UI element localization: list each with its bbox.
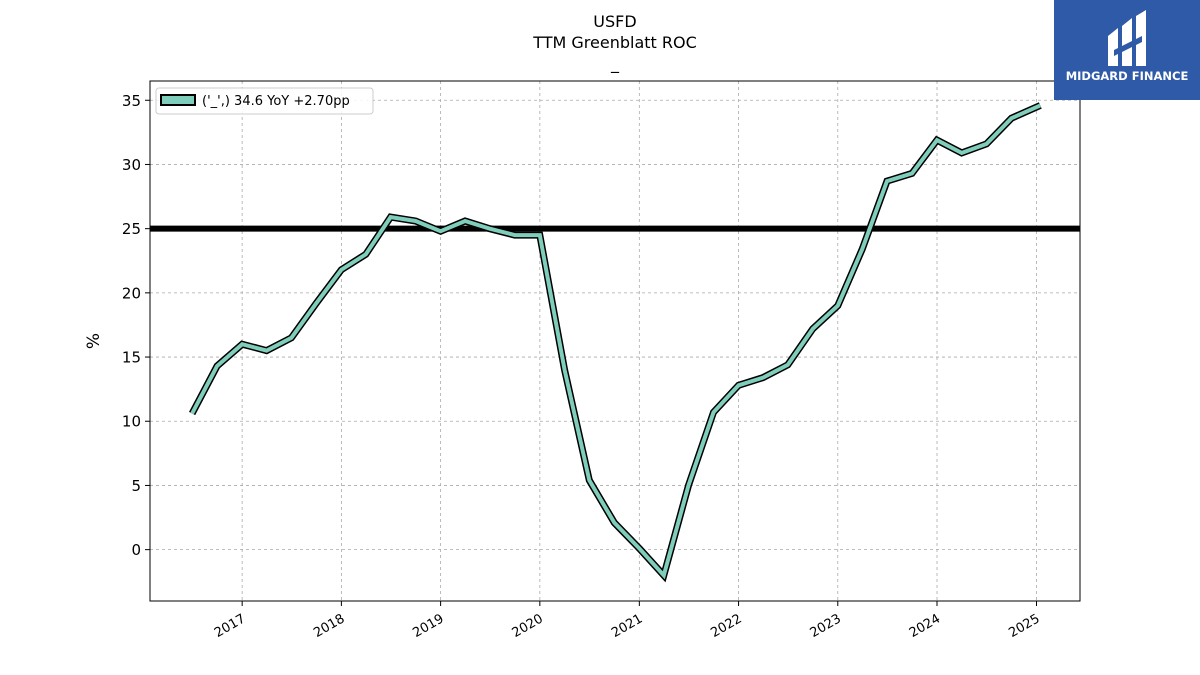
chart-title-ticker: USFD: [593, 12, 636, 31]
y-tick-label: 10: [122, 413, 141, 431]
legend-swatch: [160, 94, 196, 106]
y-tick-label: 0: [131, 541, 141, 559]
brand-logo-mark-icon: [1108, 10, 1146, 66]
x-axis: 2017 2018 2019 2020 2021 2022 2023 2024 2025: [212, 601, 1043, 641]
grid: [150, 81, 1080, 601]
x-tick-label: 2025: [1006, 611, 1042, 641]
x-tick-label: 2020: [510, 611, 546, 641]
x-tick-label: 2017: [212, 611, 248, 641]
series-line: [190, 103, 1042, 580]
y-tick-label: 5: [131, 477, 141, 495]
x-tick-label: 2018: [311, 611, 347, 641]
chart-title: USFD TTM Greenblatt ROC _: [532, 12, 697, 74]
series-line-outline: [189, 102, 1042, 583]
x-tick-label: 2019: [410, 611, 446, 641]
plot-frame: [149, 80, 1081, 602]
brand-name: MIDGARD FINANCE: [1065, 69, 1189, 83]
legend-box: [155, 87, 374, 115]
legend: ('_',) 34.6 YoY +2.70pp: [155, 87, 374, 115]
x-tick-label: 2021: [609, 611, 645, 641]
x-tick-label: 2022: [708, 611, 744, 641]
y-tick-label: 35: [122, 92, 141, 110]
y-tick-label: 20: [122, 284, 141, 302]
brand-logo: MIDGARD FINANCE: [1054, 0, 1200, 100]
x-tick-label: 2023: [808, 611, 844, 641]
y-axis-label: %: [84, 333, 104, 349]
chart-subtitle: _: [610, 54, 620, 74]
chart-title-metric: TTM Greenblatt ROC: [532, 33, 697, 52]
y-tick-label: 25: [122, 220, 141, 238]
y-tick-label: 15: [122, 349, 141, 367]
legend-label: ('_',) 34.6 YoY +2.70pp: [202, 94, 350, 109]
y-axis: 0 5 10 15 20 25 30 35: [122, 92, 150, 559]
x-tick-label: 2024: [907, 611, 943, 641]
series-layer: [189, 102, 1042, 583]
y-tick-label: 30: [122, 156, 141, 174]
